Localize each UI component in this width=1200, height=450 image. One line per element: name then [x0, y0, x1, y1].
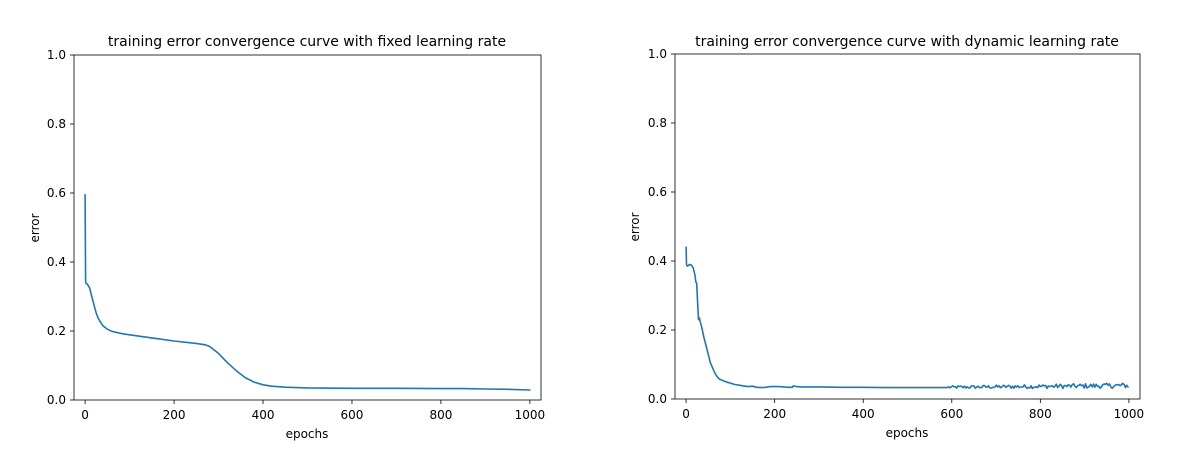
left-x-tick-label: 800 [429, 408, 452, 422]
left-chart-x-label: epochs [286, 427, 329, 441]
left-chart-y-ticks: 0.0 0.2 0.4 0.6 0.8 1.0 [47, 48, 74, 407]
right-x-tick-label: 800 [1029, 407, 1052, 421]
right-chart-y-label: error [628, 212, 642, 241]
left-y-tick-label: 1.0 [47, 48, 66, 62]
right-chart-x-label: epochs [886, 426, 929, 440]
left-chart: training error convergence curve with fi… [28, 34, 545, 441]
right-chart-plot-area [674, 53, 1141, 400]
right-y-tick-label: 0.8 [648, 116, 667, 130]
right-chart-error-line [685, 246, 1129, 390]
right-x-tick-label: 400 [852, 407, 875, 421]
right-x-tick-label: 1000 [1114, 407, 1145, 421]
right-x-tick-label: 200 [763, 407, 786, 421]
right-y-tick-label: 0.4 [648, 254, 667, 268]
left-y-tick-label: 0.6 [47, 186, 66, 200]
right-y-tick-label: 0.2 [648, 323, 667, 337]
left-y-tick-label: 0.4 [47, 255, 66, 269]
right-chart-x-ticks: 0 200 400 600 800 1000 [682, 399, 1144, 421]
left-x-tick-label: 1000 [515, 408, 546, 422]
right-chart: training error convergence curve with dy… [628, 34, 1144, 440]
right-y-tick-label: 0.6 [648, 185, 667, 199]
left-chart-plot-area [73, 54, 542, 401]
right-chart-y-ticks: 0.0 0.2 0.4 0.6 0.8 1.0 [648, 47, 675, 406]
left-y-tick-label: 0.0 [47, 393, 66, 407]
right-y-tick-label: 1.0 [648, 47, 667, 61]
right-y-tick-label: 0.0 [648, 392, 667, 406]
left-chart-x-ticks: 0 200 400 600 800 1000 [81, 400, 545, 422]
left-y-tick-label: 0.8 [47, 117, 66, 131]
right-x-tick-label: 600 [940, 407, 963, 421]
left-x-tick-label: 0 [81, 408, 89, 422]
left-x-tick-label: 200 [163, 408, 186, 422]
left-x-tick-label: 400 [252, 408, 275, 422]
left-x-tick-label: 600 [341, 408, 364, 422]
right-chart-title: training error convergence curve with dy… [695, 34, 1119, 50]
left-chart-error-line [84, 193, 531, 391]
left-y-tick-label: 0.2 [47, 324, 66, 338]
right-x-tick-label: 0 [682, 407, 690, 421]
left-chart-y-label: error [28, 213, 42, 242]
left-chart-title: training error convergence curve with fi… [108, 34, 506, 50]
